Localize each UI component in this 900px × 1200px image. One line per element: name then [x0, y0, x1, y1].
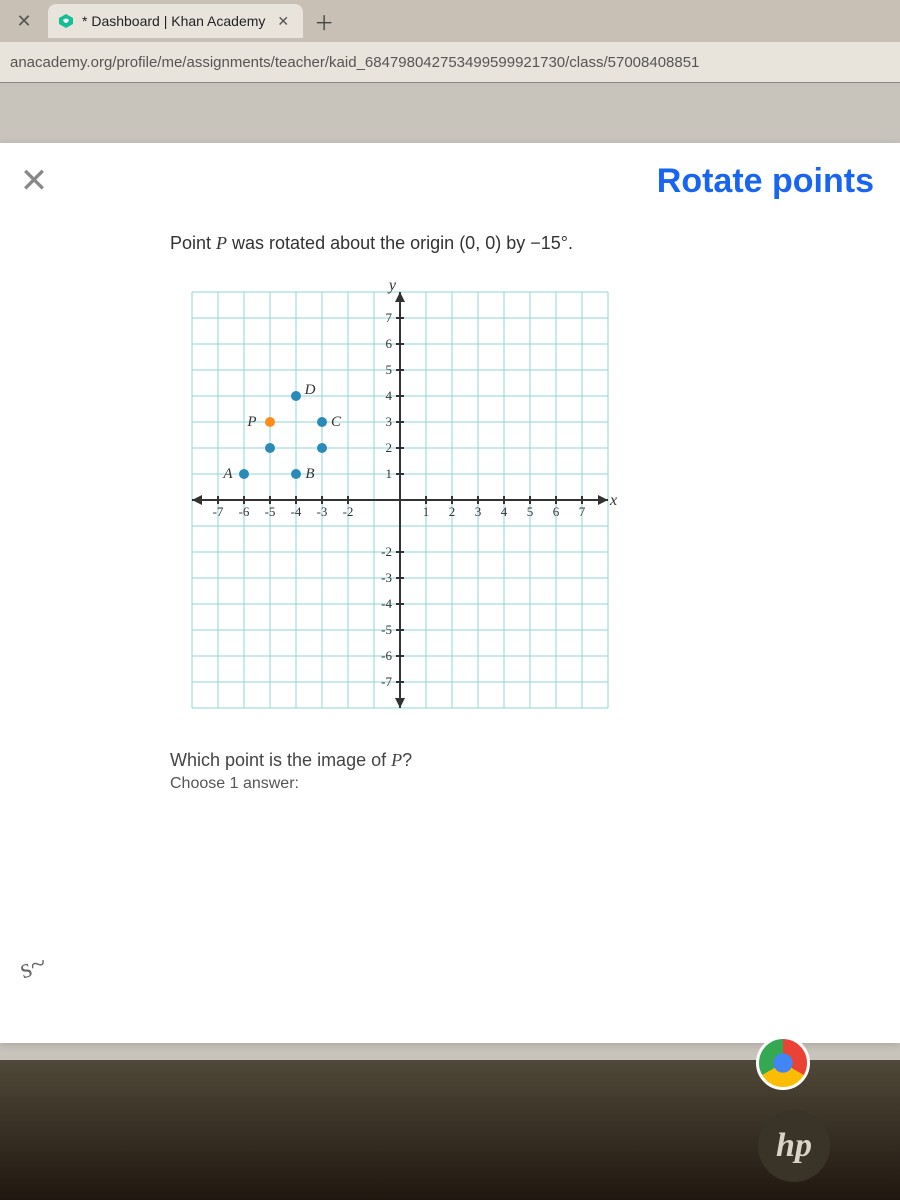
stem-text: . — [568, 233, 573, 253]
close-lesson-icon[interactable]: ✕ — [14, 161, 54, 201]
stem-text: by — [501, 233, 530, 253]
svg-text:-6: -6 — [239, 504, 250, 519]
svg-text:-2: -2 — [343, 504, 354, 519]
svg-text:P: P — [246, 414, 256, 430]
svg-text:7: 7 — [386, 310, 393, 325]
svg-text:-5: -5 — [381, 622, 392, 637]
chrome-icon[interactable] — [756, 1036, 810, 1090]
svg-text:4: 4 — [501, 504, 508, 519]
hp-logo-text: hp — [776, 1127, 812, 1165]
prev-tab-close-icon[interactable]: ✕ — [6, 3, 42, 39]
svg-text:6: 6 — [553, 504, 560, 519]
svg-text:3: 3 — [386, 414, 393, 429]
tab-title: * Dashboard | Khan Academy — [82, 13, 265, 29]
stem-origin: (0, 0) — [459, 233, 501, 253]
svg-text:2: 2 — [449, 504, 456, 519]
svg-text:2: 2 — [386, 440, 393, 455]
svg-text:x: x — [609, 492, 617, 509]
address-text: anacademy.org/profile/me/assignments/tea… — [10, 54, 699, 71]
svg-text:3: 3 — [475, 504, 482, 519]
svg-text:C: C — [331, 414, 342, 430]
question-text: ? — [402, 750, 412, 770]
svg-text:D: D — [304, 382, 316, 398]
svg-text:A: A — [222, 466, 233, 482]
tab-close-icon[interactable]: ✕ — [273, 13, 293, 30]
svg-text:-7: -7 — [213, 504, 224, 519]
svg-text:-7: -7 — [381, 674, 392, 689]
annotation-scribble: s~ — [16, 948, 51, 986]
lesson-title: Rotate points — [657, 162, 874, 201]
svg-text:7: 7 — [579, 504, 586, 519]
khan-favicon-icon — [58, 13, 74, 29]
svg-text:y: y — [387, 280, 397, 294]
problem-stem: Point P was rotated about the origin (0,… — [170, 233, 810, 254]
svg-text:-3: -3 — [317, 504, 328, 519]
lesson-panel: ✕ Rotate points Point P was rotated abou… — [0, 143, 900, 1043]
browser-tab-khan[interactable]: * Dashboard | Khan Academy ✕ — [48, 4, 303, 38]
svg-text:-4: -4 — [381, 596, 392, 611]
browser-chrome: ✕ * Dashboard | Khan Academy ✕ ＋ anacade… — [0, 0, 900, 83]
svg-text:1: 1 — [386, 466, 393, 481]
svg-text:-5: -5 — [265, 504, 276, 519]
stem-angle: −15° — [530, 233, 568, 253]
svg-text:-4: -4 — [291, 504, 302, 519]
hp-logo-icon: hp — [758, 1110, 830, 1182]
svg-text:5: 5 — [386, 362, 393, 377]
coordinate-graph[interactable]: -7 -6 -5 -4 -3 -2 1 2 3 4 5 6 7 1 2 3 4 5 6 7 -2 -3 -4 -5 -6 -7 x y… — [180, 280, 620, 720]
svg-text:1: 1 — [423, 504, 430, 519]
svg-text:6: 6 — [386, 336, 393, 351]
svg-text:-2: -2 — [381, 544, 392, 559]
svg-text:5: 5 — [527, 504, 534, 519]
laptop-bezel: hp — [0, 1060, 900, 1200]
stem-point: P — [216, 233, 227, 253]
lesson-header: ✕ Rotate points — [0, 143, 900, 223]
stem-text: Point — [170, 233, 216, 253]
problem-area: Point P was rotated about the origin (0,… — [0, 223, 900, 793]
svg-text:B: B — [305, 466, 314, 482]
question-text: Which point is the image of — [170, 750, 391, 770]
tab-strip: ✕ * Dashboard | Khan Academy ✕ ＋ — [0, 0, 900, 42]
question-line: Which point is the image of P? — [170, 750, 810, 771]
stem-text: was rotated about the origin — [227, 233, 459, 253]
question-point: P — [391, 750, 402, 770]
svg-text:-3: -3 — [381, 570, 392, 585]
new-tab-button[interactable]: ＋ — [309, 6, 339, 36]
svg-text:4: 4 — [386, 388, 393, 403]
address-bar[interactable]: anacademy.org/profile/me/assignments/tea… — [0, 42, 900, 82]
svg-text:-6: -6 — [381, 648, 392, 663]
choose-instruction: Choose 1 answer: — [170, 775, 810, 793]
